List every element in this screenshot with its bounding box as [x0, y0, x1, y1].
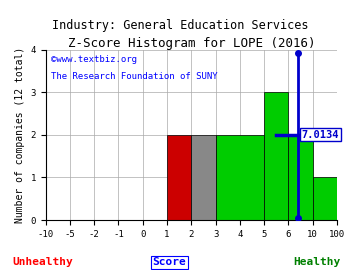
Bar — [191, 135, 216, 220]
Text: The Research Foundation of SUNY: The Research Foundation of SUNY — [51, 72, 218, 81]
Bar — [313, 177, 337, 220]
Y-axis label: Number of companies (12 total): Number of companies (12 total) — [15, 47, 25, 223]
Text: Score: Score — [152, 257, 186, 267]
Title: Z-Score Histogram for LOPE (2016): Z-Score Histogram for LOPE (2016) — [68, 37, 315, 50]
Text: Industry: General Education Services: Industry: General Education Services — [52, 19, 308, 32]
Text: Unhealthy: Unhealthy — [13, 257, 73, 267]
Bar — [264, 92, 288, 220]
Text: Healthy: Healthy — [293, 257, 341, 267]
Text: 7.0134: 7.0134 — [302, 130, 339, 140]
Bar — [288, 135, 313, 220]
Bar — [216, 135, 264, 220]
Text: ©www.textbiz.org: ©www.textbiz.org — [51, 55, 138, 64]
Bar — [167, 135, 191, 220]
